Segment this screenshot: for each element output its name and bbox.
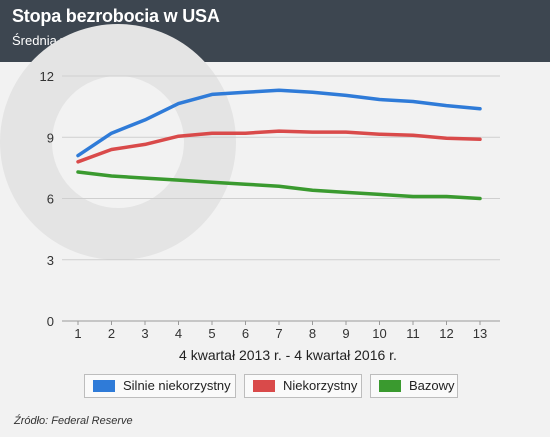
chart-title: Stopa bezrobocia w USA <box>12 6 220 26</box>
series-line-2 <box>76 129 482 164</box>
series-line-1 <box>76 88 482 158</box>
legend-label: Silnie niekorzystny <box>123 378 231 393</box>
x-tick-label: 4 <box>175 326 182 341</box>
x-tick-label: 6 <box>242 326 249 341</box>
legend-item: Bazowy <box>370 374 458 398</box>
watermark-logo <box>0 24 236 260</box>
y-axis-ticks: 0 3 6 9 12 <box>40 69 54 329</box>
legend-swatch <box>253 380 275 392</box>
legend-swatch <box>379 380 401 392</box>
legend-item: Silnie niekorzystny <box>84 374 236 398</box>
x-tick-label: 5 <box>208 326 215 341</box>
y-tick-label: 0 <box>47 314 54 329</box>
chart-grid <box>62 75 500 322</box>
legend-swatch <box>93 380 115 392</box>
x-axis-label: 4 kwartał 2013 r. - 4 kwartał 2016 r. <box>179 347 397 363</box>
series-line-3 <box>76 170 482 201</box>
x-axis-ticks: 1 2 3 4 5 6 7 8 9 10 11 12 13 <box>74 321 487 341</box>
legend-label: Niekorzystny <box>283 378 358 393</box>
x-tick-label: 12 <box>439 326 453 341</box>
y-tick-label: 12 <box>40 69 54 84</box>
y-tick-label: 3 <box>47 253 54 268</box>
x-tick-label: 11 <box>406 326 420 341</box>
watermark-ring <box>0 24 236 260</box>
y-tick-label: 9 <box>47 130 54 145</box>
y-tick-label: 6 <box>47 192 54 207</box>
x-tick-label: 2 <box>108 326 115 341</box>
x-tick-label: 7 <box>275 326 282 341</box>
legend-label: Bazowy <box>409 378 455 393</box>
x-tick-label: 8 <box>309 326 316 341</box>
x-tick-label: 3 <box>141 326 148 341</box>
x-tick-label: 1 <box>74 326 81 341</box>
x-tick-label: 9 <box>342 326 349 341</box>
source-note: Źródło: Federal Reserve <box>14 415 133 427</box>
x-tick-label: 10 <box>372 326 386 341</box>
chart-legend: Silnie niekorzystny Niekorzystny Bazowy <box>0 374 550 402</box>
chart-series <box>76 88 482 201</box>
x-tick-label: 13 <box>473 326 487 341</box>
legend-item: Niekorzystny <box>244 374 362 398</box>
